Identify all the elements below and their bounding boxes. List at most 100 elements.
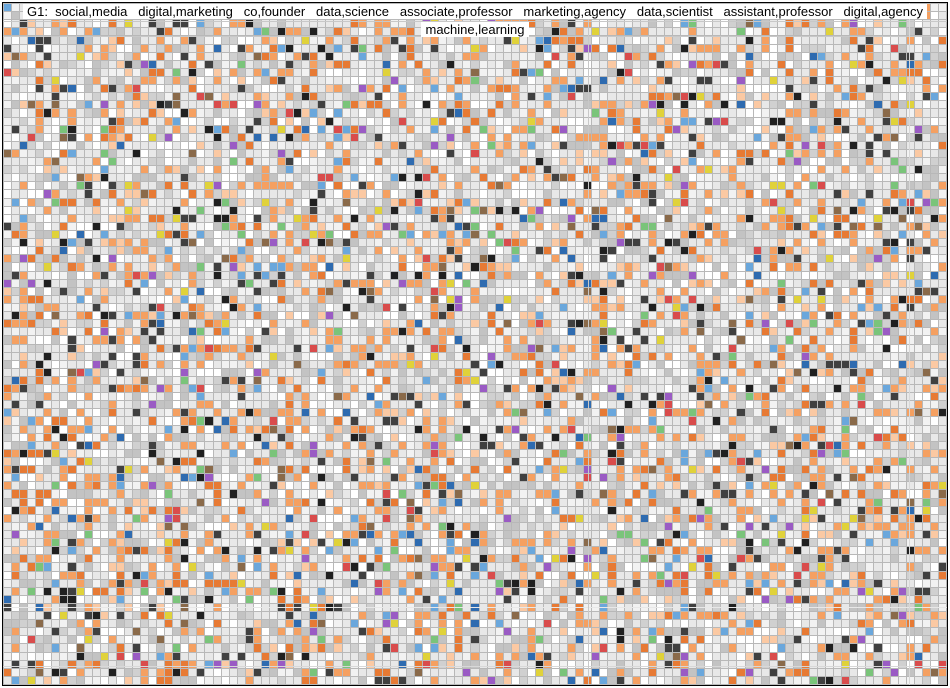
- node-cell: [447, 4, 454, 11]
- node-cell: [536, 126, 543, 133]
- node-cell: [721, 134, 728, 141]
- node-cell: [689, 85, 696, 92]
- node-cell: [802, 126, 809, 133]
- node-cell: [746, 190, 753, 197]
- node-cell: [528, 345, 535, 352]
- node-cell: [850, 101, 857, 108]
- node-cell: [463, 199, 470, 206]
- node-cell: [52, 207, 59, 214]
- node-cell: [770, 320, 777, 327]
- node-cell: [117, 166, 124, 173]
- node-cell: [794, 12, 801, 19]
- node-cell: [810, 304, 817, 311]
- node-cell: [294, 69, 301, 76]
- node-cell: [254, 174, 261, 181]
- node-cell: [383, 320, 390, 327]
- node-cell: [713, 77, 720, 84]
- node-cell: [270, 199, 277, 206]
- node-cell: [689, 93, 696, 100]
- node-cell: [326, 239, 333, 246]
- node-cell: [923, 36, 930, 43]
- node-cell: [504, 190, 511, 197]
- node-cell: [713, 150, 720, 157]
- node-cell: [665, 53, 672, 60]
- node-cell: [931, 190, 938, 197]
- node-cell: [544, 239, 551, 246]
- node-cell: [697, 304, 704, 311]
- node-cell: [915, 280, 922, 287]
- node-cell: [85, 312, 92, 319]
- node-cell: [512, 223, 519, 230]
- node-cell: [286, 312, 293, 319]
- node-cell: [899, 126, 906, 133]
- node-cell: [375, 12, 382, 19]
- node-cell: [891, 263, 898, 270]
- node-cell: [44, 215, 51, 222]
- node-cell: [649, 239, 656, 246]
- node-cell: [28, 134, 35, 141]
- node-cell: [802, 134, 809, 141]
- node-cell: [375, 247, 382, 254]
- node-cell: [36, 166, 43, 173]
- node-cell: [520, 12, 527, 19]
- node-cell: [665, 223, 672, 230]
- node-cell: [689, 263, 696, 270]
- node-cell: [375, 207, 382, 214]
- node-cell: [729, 85, 736, 92]
- node-cell: [528, 158, 535, 165]
- node-cell: [488, 93, 495, 100]
- node-cell: [165, 109, 172, 116]
- node-cell: [68, 61, 75, 68]
- node-cell: [197, 12, 204, 19]
- node-cell: [923, 223, 930, 230]
- node-cell: [318, 272, 325, 279]
- node-cell: [649, 109, 656, 116]
- node-cell: [592, 93, 599, 100]
- node-cell: [552, 336, 559, 343]
- node-cell: [883, 255, 890, 262]
- node-cell: [923, 118, 930, 125]
- node-cell: [455, 53, 462, 60]
- node-cell: [351, 345, 358, 352]
- node-cell: [633, 263, 640, 270]
- node-cell: [205, 45, 212, 52]
- node-cell: [681, 207, 688, 214]
- node-cell: [463, 158, 470, 165]
- node-cell: [874, 158, 881, 165]
- node-cell: [560, 336, 567, 343]
- node-cell: [197, 312, 204, 319]
- node-cell: [480, 231, 487, 238]
- node-cell: [173, 190, 180, 197]
- node-cell: [326, 69, 333, 76]
- node-cell: [471, 207, 478, 214]
- node-cell: [939, 255, 946, 262]
- node-cell: [657, 239, 664, 246]
- node-cell: [891, 4, 898, 11]
- node-cell: [254, 45, 261, 52]
- node-cell: [737, 166, 744, 173]
- node-cell: [705, 328, 712, 335]
- node-cell: [117, 4, 124, 11]
- node-cell: [504, 255, 511, 262]
- node-cell: [286, 190, 293, 197]
- node-cell: [512, 36, 519, 43]
- node-cell: [334, 199, 341, 206]
- node-cell: [28, 223, 35, 230]
- node-cell: [214, 336, 221, 343]
- node-cell: [222, 101, 229, 108]
- node-cell: [125, 109, 132, 116]
- node-cell: [480, 182, 487, 189]
- node-cell: [915, 296, 922, 303]
- node-cell: [439, 142, 446, 149]
- node-cell: [729, 166, 736, 173]
- node-cell: [12, 231, 19, 238]
- node-cell: [528, 247, 535, 254]
- node-cell: [818, 126, 825, 133]
- node-cell: [512, 28, 519, 35]
- node-cell: [181, 166, 188, 173]
- node-cell: [101, 93, 108, 100]
- node-cell: [157, 345, 164, 352]
- node-cell: [302, 61, 309, 68]
- node-cell: [657, 4, 664, 11]
- node-cell: [891, 231, 898, 238]
